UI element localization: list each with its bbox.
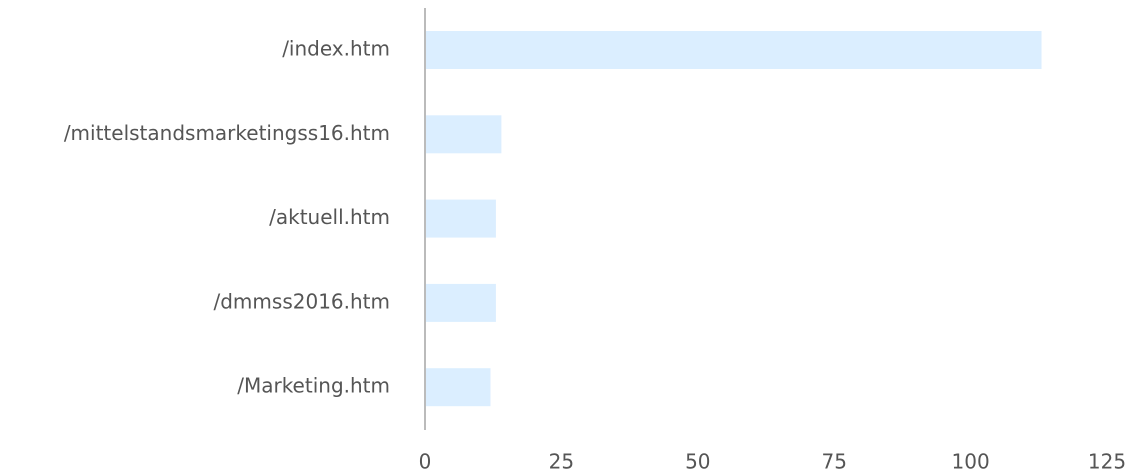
y-tick-label: /mittelstandsmarketingss16.htm xyxy=(64,121,390,145)
y-tick-label: /aktuell.htm xyxy=(269,205,390,229)
x-tick-label: 0 xyxy=(419,450,432,474)
bar xyxy=(425,115,502,154)
x-tick-label: 25 xyxy=(549,450,574,474)
bar xyxy=(425,283,496,322)
y-tick-label: /dmmss2016.htm xyxy=(214,289,391,313)
y-tick-label: /index.htm xyxy=(282,37,390,61)
bar xyxy=(425,199,496,238)
bar xyxy=(425,368,491,407)
x-tick-label: 100 xyxy=(952,450,990,474)
x-tick-label: 125 xyxy=(1088,450,1126,474)
bar xyxy=(425,31,1042,69)
x-tick-label: 50 xyxy=(685,450,710,474)
y-tick-label: /Marketing.htm xyxy=(237,374,390,398)
x-tick-label: 75 xyxy=(821,450,846,474)
